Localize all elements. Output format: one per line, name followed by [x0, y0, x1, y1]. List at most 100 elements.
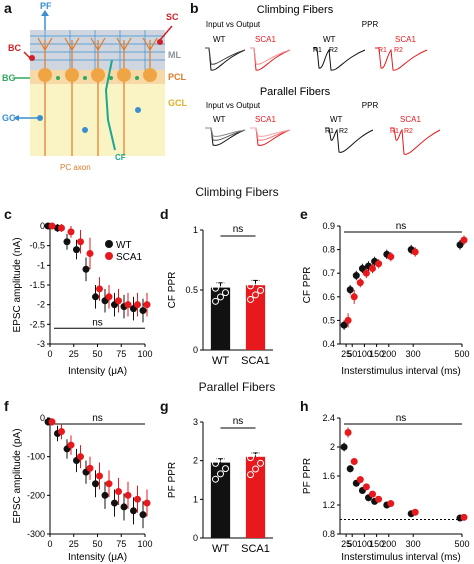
x-axis-label: Insterstimulus interval (ms) [341, 366, 460, 377]
x-tick-label: 150 [369, 349, 384, 359]
data-point [124, 301, 132, 309]
traces-pf-r2-wt: R2 [339, 128, 348, 135]
panel-label-h: h [300, 398, 309, 414]
y-tick-label: -2.5 [29, 319, 45, 329]
traces-pf-r1-wt: R1 [325, 128, 334, 135]
traces-pf-ppr-wt: WT [330, 115, 343, 124]
y-tick-label: 1 [193, 494, 198, 504]
data-point [73, 246, 80, 254]
gc-arrowhead [13, 115, 19, 121]
significance-label: ns [396, 413, 407, 424]
x-tick-label: 300 [406, 539, 421, 549]
data-point [411, 248, 419, 256]
data-point [134, 301, 141, 309]
x-tick-label: 100 [357, 539, 372, 549]
data-point [82, 265, 90, 273]
bar [245, 456, 266, 538]
significance-label: ns [233, 416, 244, 427]
data-point [387, 500, 395, 508]
data-point [346, 465, 354, 473]
y-tick-label: 0.8 [322, 529, 335, 539]
data-point [222, 289, 229, 297]
y-tick-label: 0 [193, 345, 198, 355]
x-tick-label: 25 [341, 349, 351, 359]
data-point [105, 480, 113, 488]
significance-label: ns [92, 317, 103, 328]
y-tick-label: 3 [193, 417, 198, 427]
data-point [352, 272, 360, 280]
panel-label-c: c [4, 206, 12, 222]
data-point [247, 295, 254, 303]
y-tick-label: -0.5 [29, 241, 45, 251]
y-tick-label: 0.7 [322, 268, 335, 278]
y-axis-label: CF PPR [302, 267, 313, 304]
data-point [340, 443, 348, 451]
x-tick-label: 75 [116, 349, 126, 359]
y-tick-label: 0.6 [322, 292, 335, 302]
data-point [86, 250, 94, 258]
bar [210, 462, 231, 538]
traces-cf-r1-sca1: R1 [378, 47, 387, 54]
data-point [63, 238, 71, 246]
data-point [212, 459, 219, 467]
y-axis-label: CF PPR [167, 272, 178, 309]
data-point [96, 472, 103, 480]
x-tick-label: 200 [381, 349, 396, 359]
data-point [350, 458, 358, 465]
data-point [247, 282, 254, 290]
data-point [375, 260, 383, 268]
diagram-label-bg: BG [2, 73, 16, 83]
panel-label-d: d [160, 206, 169, 222]
data-point [456, 241, 464, 249]
data-point [139, 307, 147, 315]
y-tick-label: -100 [27, 452, 45, 462]
data-point [212, 444, 219, 452]
data-point [115, 297, 122, 305]
data-point [247, 471, 254, 479]
traces-cf-sca1: SCA1 [255, 35, 276, 44]
data-point [217, 293, 224, 301]
traces-pf-sca1: SCA1 [255, 115, 276, 124]
chart-panel-d: 0 0.5 1 CF PPR WT SCA1 ns [167, 224, 273, 367]
basket-cell [29, 55, 35, 61]
traces-pf-ppr-label: PPR [362, 101, 379, 110]
traces-cf-io-label: Input vs Output [206, 20, 261, 29]
data-point [92, 293, 99, 301]
traces-pf-ppr-sca1: SCA1 [400, 115, 421, 124]
bar [210, 287, 231, 350]
y-tick-label: 2 [193, 456, 198, 466]
legend-label: SCA1 [116, 252, 143, 263]
bar [245, 285, 266, 350]
y-tick-label: -1 [37, 260, 45, 270]
data-point [212, 297, 219, 305]
x-tick-label: 50 [347, 349, 357, 359]
traces-cf-r1-wt: R1 [313, 47, 322, 54]
diagram-label-gcl: GCL [168, 98, 188, 108]
data-point [362, 269, 370, 277]
x-tick-label: 25 [341, 539, 351, 549]
traces-pf-title: Parallel Fibers [260, 86, 331, 98]
data-point [48, 418, 56, 426]
data-point [350, 293, 358, 301]
data-point [247, 437, 254, 445]
bc-arrow [23, 51, 31, 59]
data-point [387, 253, 395, 261]
traces-cf-title: Climbing Fibers [257, 4, 334, 16]
x-tick-label: 500 [454, 539, 469, 549]
data-point [375, 495, 383, 503]
x-tick-label: 75 [116, 539, 126, 549]
data-point [369, 264, 376, 272]
x-category-label: SCA1 [241, 355, 270, 367]
data-point [92, 480, 99, 488]
traces-cf-ppr-label: PPR [362, 20, 379, 29]
data-point [77, 453, 84, 461]
y-tick-label: 0.4 [322, 339, 335, 349]
data-point [120, 503, 128, 511]
traces-cf-r2-sca1: R2 [394, 47, 403, 54]
x-tick-label: 25 [69, 539, 79, 549]
x-tick-label: 0 [47, 539, 52, 549]
diagram-label-pcl: PCL [168, 72, 187, 82]
chart-panel-g: 0 1 2 3 PF PPR WT SCA1 ns [167, 416, 273, 555]
data-point [96, 285, 103, 293]
